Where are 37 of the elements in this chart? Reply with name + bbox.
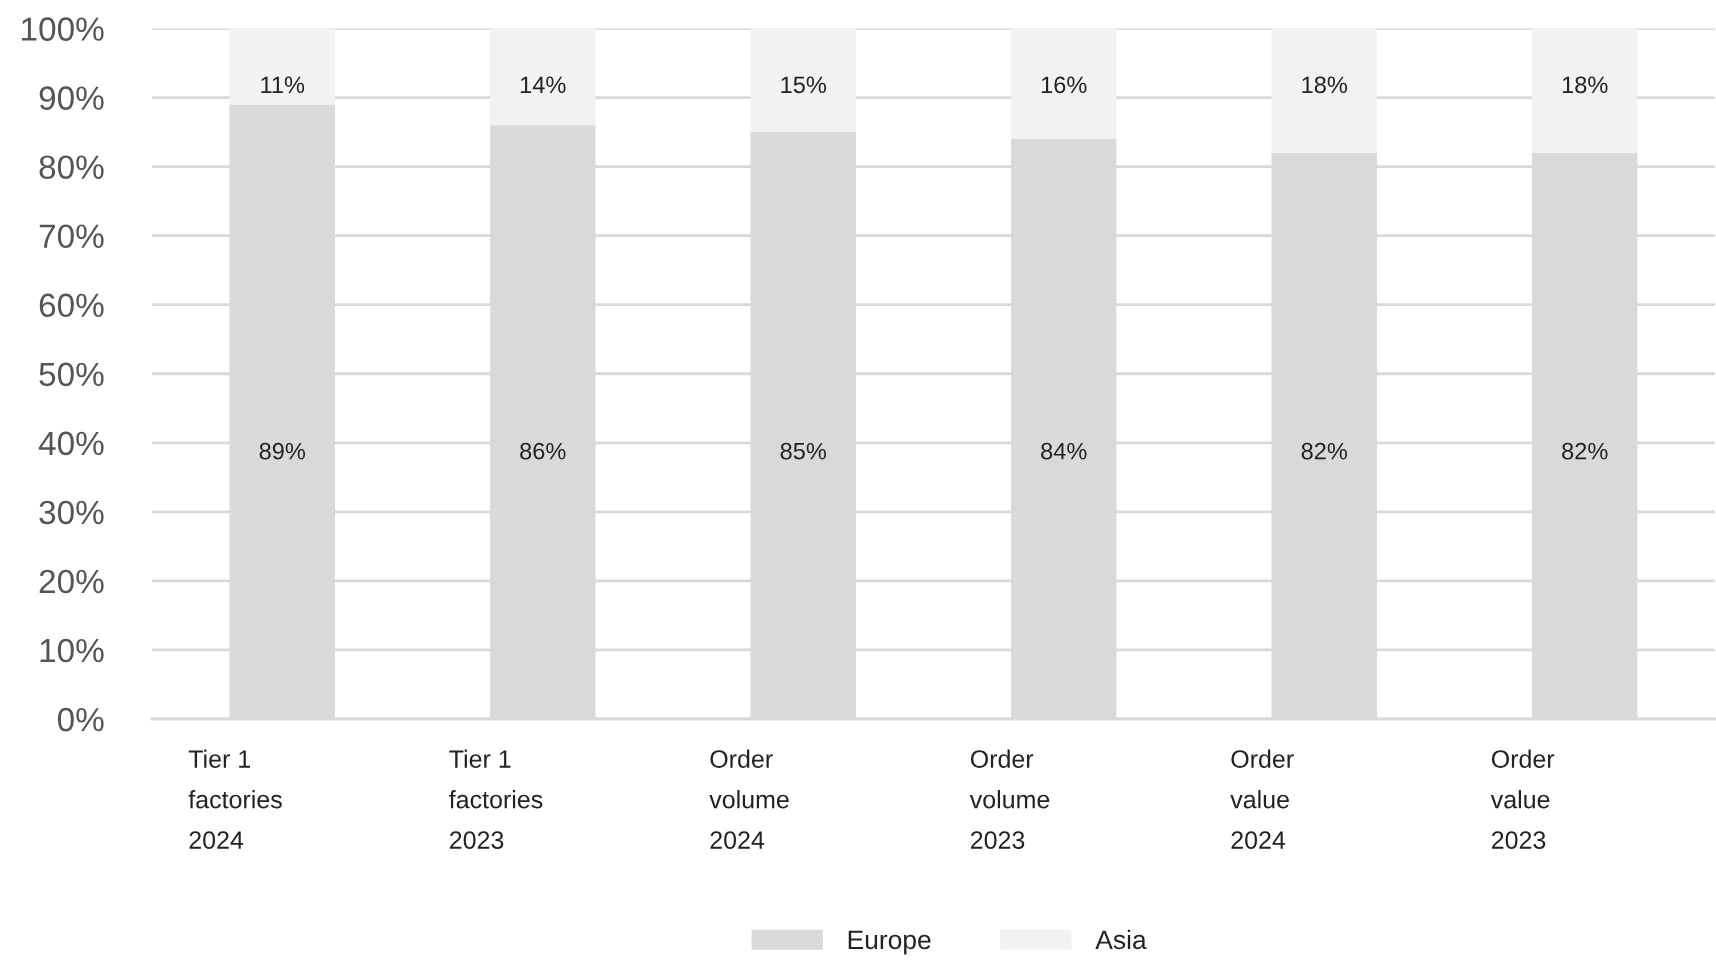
y-tick-label: 40% <box>38 431 104 456</box>
x-tick-label: Order value 2024 <box>1230 749 1294 849</box>
text: 18% <box>1562 76 1608 94</box>
text: 14% <box>520 76 566 94</box>
x-tick-label: Order volume 2023 <box>969 749 1050 849</box>
x-tick-label: Order value 2023 <box>1490 749 1555 849</box>
x-tick-label: Order volume 2024 <box>709 749 789 849</box>
y-tick-label: 70% <box>39 224 104 249</box>
x-tick-label: Tier 1 factories 2024 <box>188 749 282 849</box>
y-tick-label: 30% <box>39 500 104 525</box>
text: 85% <box>780 442 827 460</box>
bar <box>229 28 335 105</box>
text: 18% <box>1302 76 1348 94</box>
text: 11% <box>261 76 305 94</box>
bar <box>1010 28 1117 139</box>
text: 82% <box>1301 442 1348 460</box>
text: 82% <box>1562 442 1608 460</box>
y-tick-label: 50% <box>39 362 104 387</box>
y-tick-label: 80% <box>39 155 104 180</box>
y-tick-label: 60% <box>39 293 104 318</box>
bar <box>1271 28 1377 153</box>
y-tick-label: 0% <box>57 707 104 732</box>
bar <box>750 28 856 133</box>
y-tick-label: 90% <box>39 86 104 110</box>
legend-label: Asia <box>1095 929 1147 950</box>
x-tick-label: Tier 1 factories 2023 <box>449 749 543 849</box>
text: 89% <box>259 442 306 460</box>
y-tick-label: 100% <box>22 17 104 41</box>
y-tick-label: 10% <box>40 638 104 663</box>
legend-label: Europe <box>848 930 931 955</box>
text: 84% <box>1041 442 1087 460</box>
text: 16% <box>1041 76 1087 94</box>
bar <box>1531 28 1638 153</box>
y-tick-label: 20% <box>39 569 104 594</box>
bar <box>489 28 596 126</box>
text: 86% <box>520 442 566 460</box>
text: 15% <box>781 76 827 94</box>
